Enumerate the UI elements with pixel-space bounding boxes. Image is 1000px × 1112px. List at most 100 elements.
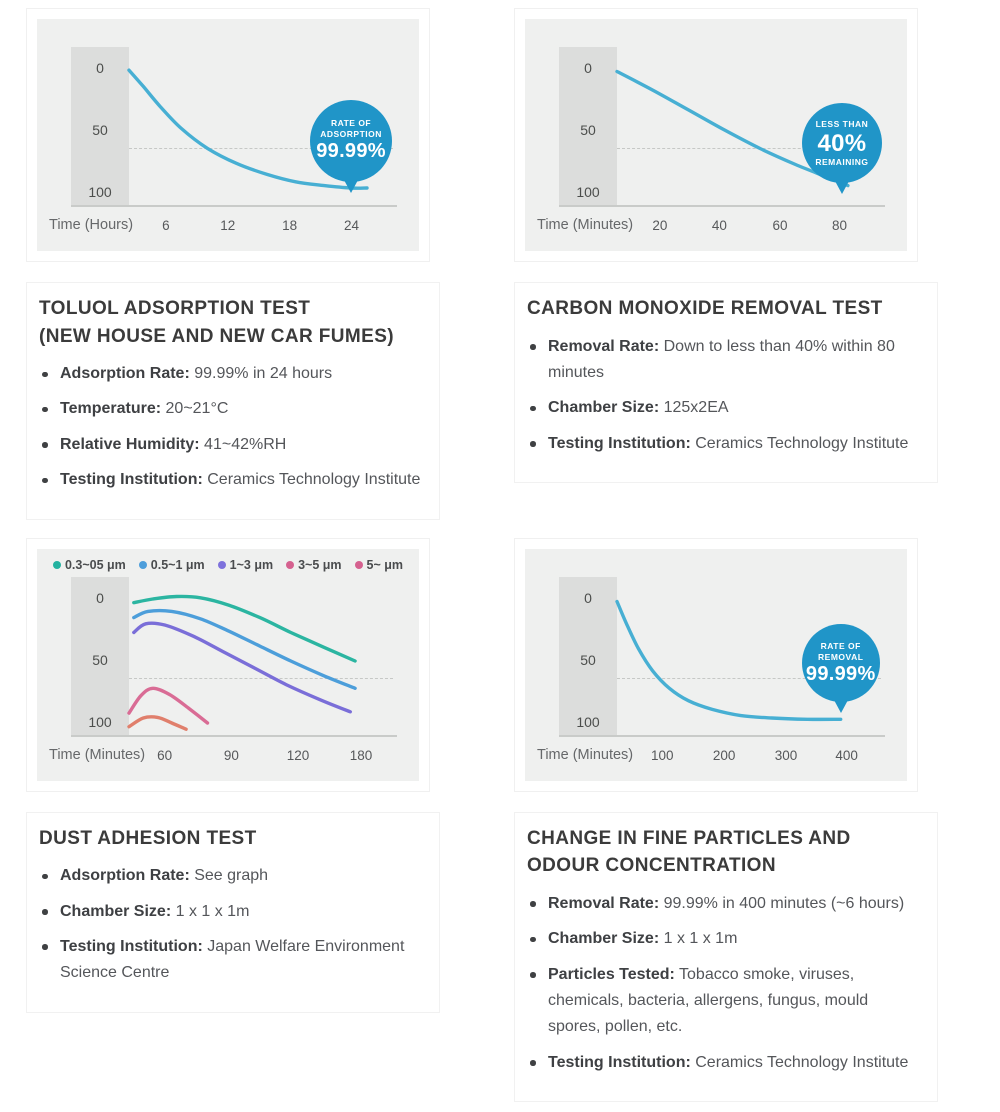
title-line: (NEW HOUSE AND NEW CAR FUMES) xyxy=(39,325,394,347)
carbon-monoxide-chart: 0 50 100 LESS THAN 40% REMAINING Time (Minutes… xyxy=(525,19,907,251)
spec-item: Chamber Size: 125x2EA xyxy=(527,395,925,421)
y-tick-label: 0 xyxy=(96,60,104,76)
chart-legend: 0.3~05 μm 0.5~1 μm 1~3 μm 3~5 μm 5~ μm xyxy=(37,558,419,572)
spec-list: Adsorption Rate: See graph Chamber Size: … xyxy=(39,863,427,987)
bubble-text-small: REMAINING xyxy=(815,157,869,168)
y-axis-band xyxy=(71,576,129,735)
legend-label: 1~3 μm xyxy=(229,557,274,572)
reference-dashed-line xyxy=(617,678,881,680)
y-tick-label: 100 xyxy=(88,184,112,200)
test-results-grid: 0 50 100 RATE OF ADSORPTION 99.99% Time (Hours… xyxy=(26,8,1000,1103)
spec-value: Down to less than 40% within 80 minutes xyxy=(548,337,895,381)
spec-list: Adsorption Rate: 99.99% in 24 hours Tempe… xyxy=(39,361,427,494)
bubble-text-big: 99.99% xyxy=(805,662,876,685)
section-carbon-monoxide-test: 0 50 100 LESS THAN 40% REMAINING Time (Minutes… xyxy=(514,8,992,520)
legend-dot-icon xyxy=(286,560,295,569)
x-tick-label: 24 xyxy=(344,218,360,233)
series-0.5~1 μm xyxy=(132,608,357,690)
y-tick-label: 50 xyxy=(580,651,596,668)
bubble-text-small: ADSORPTION xyxy=(320,129,382,140)
y-tick-label: 0 xyxy=(584,60,592,76)
spec-list: Removal Rate: 99.99% in 400 minutes (~6 … xyxy=(527,891,925,1076)
title-line: TOLUOL ADSORPTION TEST xyxy=(39,298,311,319)
section-dust-adhesion-test: 0 50 100 Time (Minutes) 60 90 120 180 0.3~05 μm 0… xyxy=(26,537,492,1102)
x-tick-label: 18 xyxy=(282,218,298,233)
callout-bubble: RATE OF REMOVAL 99.99% xyxy=(801,624,880,703)
bubble-text-small: LESS THAN xyxy=(815,118,869,129)
section-toluol-adsorption-test: 0 50 100 RATE OF ADSORPTION 99.99% Time (Hours… xyxy=(26,8,492,520)
section-title: CARBON MONOXIDE REMOVAL TEST xyxy=(527,295,925,323)
dust-adhesion-chart: 0 50 100 Time (Minutes) 60 90 120 180 0.3~05 μm 0… xyxy=(37,548,419,781)
legend-dot-icon xyxy=(138,560,147,569)
legend-label: 0.3~05 μm xyxy=(64,557,126,572)
y-tick-label: 0 xyxy=(96,589,104,606)
spec-item: Chamber Size: 1 x 1 x 1m xyxy=(39,899,427,925)
spec-item: Adsorption Rate: See graph xyxy=(39,863,427,889)
legend-dot-icon xyxy=(52,560,61,569)
y-tick-label: 100 xyxy=(576,184,600,200)
section-title: DUST ADHESION TEST xyxy=(39,825,427,853)
series-3~5 μm xyxy=(127,686,210,725)
section-title: TOLUOL ADSORPTION TEST (NEW HOUSE AND NE… xyxy=(39,295,427,350)
legend-entry: 3~5 μm xyxy=(286,557,342,572)
x-tick-label: 40 xyxy=(711,218,727,233)
series-0.3~05 μm xyxy=(132,594,357,663)
spec-list: Removal Rate: Down to less than 40% with… xyxy=(527,334,925,458)
dust-adhesion-chart-card: 0 50 100 Time (Minutes) 60 90 120 180 0.3~05 μm 0… xyxy=(26,537,430,792)
spec-item: Removal Rate: 99.99% in 400 minutes (~6 … xyxy=(527,891,925,917)
x-tick-label: 100 xyxy=(650,747,674,763)
x-axis-title: Time (Minutes) xyxy=(49,746,146,763)
legend-entry: 0.3~05 μm xyxy=(52,557,126,572)
y-tick-label: 0 xyxy=(584,589,592,606)
spec-label: Adsorption Rate: xyxy=(60,867,190,885)
x-axis-line xyxy=(71,734,397,737)
spec-label: Testing Institution: xyxy=(548,434,691,452)
legend-label: 3~5 μm xyxy=(298,557,342,572)
series-Toluol adsorption xyxy=(127,68,369,190)
x-tick-label: 90 xyxy=(223,747,239,763)
callout-bubble: LESS THAN 40% REMAINING xyxy=(801,103,882,184)
spec-label: Chamber Size: xyxy=(548,399,660,417)
x-axis-title: Time (Minutes) xyxy=(537,746,634,763)
legend-dot-icon xyxy=(354,560,363,569)
spec-label: Temperature: xyxy=(60,400,162,418)
reference-dashed-line xyxy=(617,148,881,150)
y-tick-label: 100 xyxy=(88,713,112,730)
chart-series-canvas xyxy=(127,68,369,190)
y-axis-band xyxy=(71,47,129,205)
spec-label: Removal Rate: xyxy=(548,337,660,355)
spec-label: Relative Humidity: xyxy=(60,435,200,453)
x-axis-title: Time (Minutes) xyxy=(537,217,634,233)
legend-label: 0.5~1 μm xyxy=(150,557,205,572)
x-tick-label: 60 xyxy=(772,218,788,233)
reference-dashed-line xyxy=(129,678,393,680)
spec-value: 1 x 1 x 1m xyxy=(175,902,250,920)
callout-bubble: RATE OF ADSORPTION 99.99% xyxy=(310,99,393,182)
x-tick-label: 120 xyxy=(286,747,310,763)
spec-item: Chamber Size: 1 x 1 x 1m xyxy=(527,926,925,952)
spec-item: Testing Institution: Ceramics Technology… xyxy=(39,467,427,493)
spec-item: Temperature: 20~21°C xyxy=(39,396,427,422)
spec-label: Adsorption Rate: xyxy=(60,365,190,383)
section-title: CHANGE IN FINE PARTICLES AND ODOUR CONCE… xyxy=(527,825,925,880)
spec-item: Testing Institution: Japan Welfare Envir… xyxy=(39,934,427,987)
legend-dot-icon xyxy=(217,560,226,569)
spec-value: See graph xyxy=(194,867,269,885)
x-tick-label: 20 xyxy=(652,218,668,233)
bubble-text-big: 40% xyxy=(817,129,867,157)
reference-dashed-line xyxy=(129,148,393,150)
legend-entry: 0.5~1 μm xyxy=(138,557,205,572)
spec-item: Testing Institution: Ceramics Technology… xyxy=(527,431,925,457)
fine-particles-chart: 0 50 100 RATE OF REMOVAL 99.99% Time (Minutes)… xyxy=(525,548,907,781)
y-tick-label: 50 xyxy=(92,122,108,138)
spec-item: Testing Institution: Ceramics Technology… xyxy=(527,1050,925,1076)
chart-series-canvas xyxy=(615,599,843,721)
carbon-monoxide-chart-card: 0 50 100 LESS THAN 40% REMAINING Time (Minutes… xyxy=(514,8,918,262)
spec-item: Removal Rate: Down to less than 40% with… xyxy=(527,334,925,387)
bubble-text-big: 99.99% xyxy=(316,140,386,163)
legend-entry: 1~3 μm xyxy=(217,557,274,572)
series-5~ μm xyxy=(127,714,188,731)
x-tick-label: 80 xyxy=(832,218,848,233)
spec-item: Adsorption Rate: 99.99% in 24 hours xyxy=(39,361,427,387)
toluol-chart-card: 0 50 100 RATE OF ADSORPTION 99.99% Time (Hours… xyxy=(26,8,430,262)
